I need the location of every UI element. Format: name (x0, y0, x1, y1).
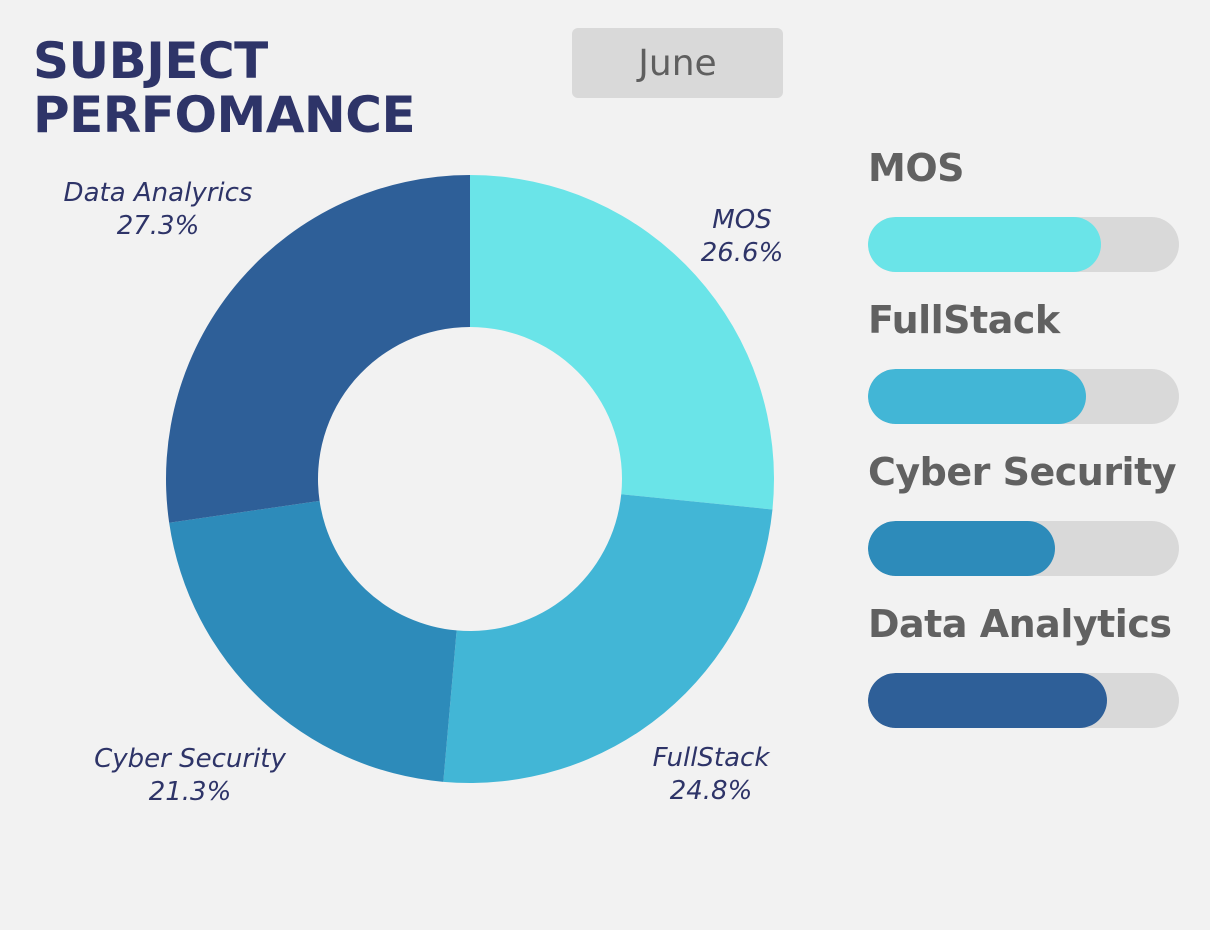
progress-track (868, 673, 1179, 728)
progress-item-fullstack: FullStack (868, 298, 1180, 450)
title-line-1: SUBJECT (33, 32, 268, 90)
donut-slice-data-analytics (166, 175, 470, 523)
slice-value-cyber-security: 21.3% (149, 777, 232, 807)
progress-fill (868, 217, 1102, 272)
slice-value-data-analytics: 27.3% (117, 211, 200, 241)
page-title: SUBJECT PERFOMANCE (33, 32, 416, 144)
month-selector-button[interactable]: June (572, 28, 783, 98)
slice-value-fullstack: 24.8% (670, 776, 753, 806)
title-line-2: PERFOMANCE (33, 86, 416, 144)
slice-label-cyber-security: Cyber Security (94, 744, 286, 774)
slice-label-mos: MOS (712, 205, 771, 235)
progress-label: Cyber Security (868, 450, 1177, 494)
progress-fill (868, 369, 1086, 424)
progress-fill (868, 521, 1055, 576)
donut-slice-fullstack (443, 494, 773, 784)
progress-track (868, 369, 1179, 424)
progress-track (868, 217, 1179, 272)
donut-slices (166, 175, 774, 784)
progress-panel: MOS FullStack Cyber Security Data Analyt… (868, 146, 1180, 754)
slice-label-data-analytics: Data Analyrics (64, 178, 253, 208)
progress-item-data-analytics: Data Analytics (868, 602, 1180, 754)
donut-slice-cyber-security (169, 500, 457, 782)
progress-track (868, 521, 1179, 576)
slice-label-fullstack: FullStack (653, 743, 771, 773)
progress-label: MOS (868, 146, 965, 190)
progress-fill (868, 673, 1108, 728)
progress-label: Data Analytics (868, 602, 1172, 646)
progress-item-mos: MOS (868, 146, 1180, 298)
slice-value-mos: 26.6% (701, 238, 784, 268)
donut-slice-mos (470, 175, 774, 510)
progress-item-cyber-security: Cyber Security (868, 450, 1180, 602)
progress-label: FullStack (868, 298, 1060, 342)
